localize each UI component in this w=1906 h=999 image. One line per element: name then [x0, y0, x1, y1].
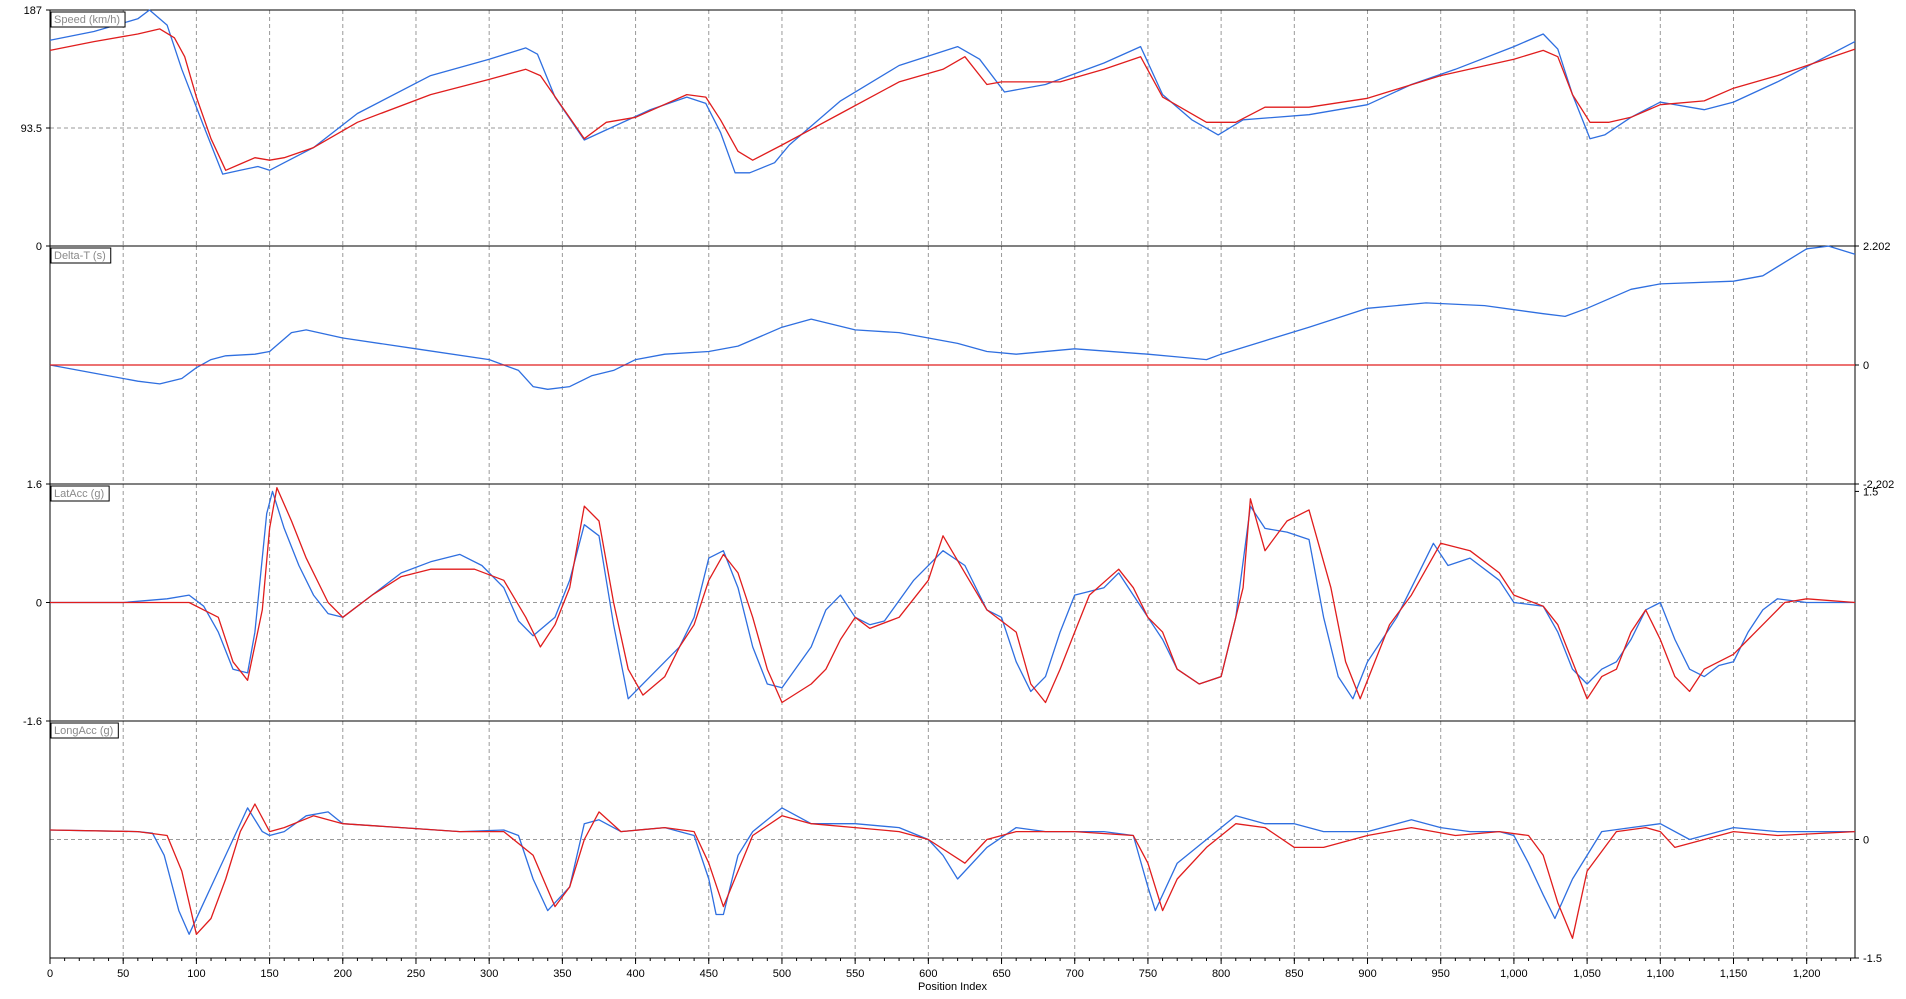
chart-panels: 187 93.5 0 Speed (km/h) 2.202 0 -2.202 Delta-T …	[21, 5, 1895, 965]
y-tick-label: 0	[36, 598, 42, 610]
x-tick-label: 50	[117, 968, 129, 980]
series-line	[49, 245, 1856, 390]
panel-title: LongAcc (g)	[54, 725, 113, 737]
y-tick-label: 1.6	[27, 479, 42, 491]
x-tick-label: 450	[700, 968, 718, 980]
chart-panel: 2.202 0 -2.202 Delta-T (s)	[49, 241, 1894, 491]
x-tick-label: 300	[480, 968, 498, 980]
series-line	[49, 803, 1856, 939]
y-tick-label: 2.202	[1863, 241, 1891, 253]
x-tick-label: 1,050	[1573, 968, 1601, 980]
panel-title: Speed (km/h)	[54, 14, 120, 26]
panel-title-box	[50, 722, 119, 739]
series-line	[50, 487, 1856, 704]
x-tick-label: 1,150	[1720, 968, 1748, 980]
x-tick-label: 950	[1432, 968, 1450, 980]
y-tick-label: -1.6	[23, 716, 42, 728]
x-tick-label: 1,200	[1793, 968, 1821, 980]
y-tick-label: -1.5	[1863, 953, 1882, 965]
y-tick-label: -2.202	[1863, 479, 1894, 491]
x-tick-label: 650	[992, 968, 1010, 980]
x-tick-label: 250	[407, 968, 425, 980]
y-tick-label: 187	[24, 5, 42, 17]
x-tick-label: 200	[334, 968, 352, 980]
series-line	[50, 490, 1855, 700]
y-tick-label: 93.5	[21, 123, 42, 135]
x-tick-label: 400	[626, 968, 644, 980]
panel-title-box	[50, 11, 126, 28]
x-tick-label: 600	[919, 968, 937, 980]
chart-panel: 187 93.5 0 Speed (km/h)	[21, 5, 1856, 253]
x-tick-label: 900	[1358, 968, 1376, 980]
x-tick-label: 1,000	[1500, 968, 1528, 980]
x-tick-label: 350	[553, 968, 571, 980]
series-line	[49, 28, 1856, 171]
chart-panel: 1.6 0 -1.6 1.5 LatAcc (g)	[23, 479, 1878, 728]
y-tick-label: 0	[1863, 360, 1869, 372]
chart-panel: 0 -1.5 LongAcc (g)	[49, 720, 1882, 965]
x-tick-label: 750	[1139, 968, 1157, 980]
x-axis-title: Position Index	[918, 981, 988, 993]
x-tick-label: 800	[1212, 968, 1230, 980]
panel-title: LatAcc (g)	[54, 488, 104, 500]
panel-title: Delta-T (s)	[54, 250, 106, 262]
x-tick-label: 700	[1066, 968, 1084, 980]
x-tick-label: 150	[260, 968, 278, 980]
panel-title-box	[50, 485, 110, 502]
x-tick-label: 100	[187, 968, 205, 980]
x-axis: 0 50 100 150 200 250 300 350 400 450 500 550 600 650 7…	[47, 957, 1855, 980]
panel-title-box	[50, 247, 112, 264]
series-line	[49, 807, 1855, 935]
y-tick-label: 0	[36, 241, 42, 253]
y-tick-label: 1.5	[1863, 486, 1878, 498]
y-tick-label: 0	[1863, 835, 1869, 847]
series-line	[49, 9, 1856, 175]
x-tick-label: 500	[773, 968, 791, 980]
x-tick-label: 0	[47, 968, 53, 980]
x-tick-label: 850	[1285, 968, 1303, 980]
x-tick-label: 550	[846, 968, 864, 980]
x-tick-label: 1,100	[1647, 968, 1675, 980]
